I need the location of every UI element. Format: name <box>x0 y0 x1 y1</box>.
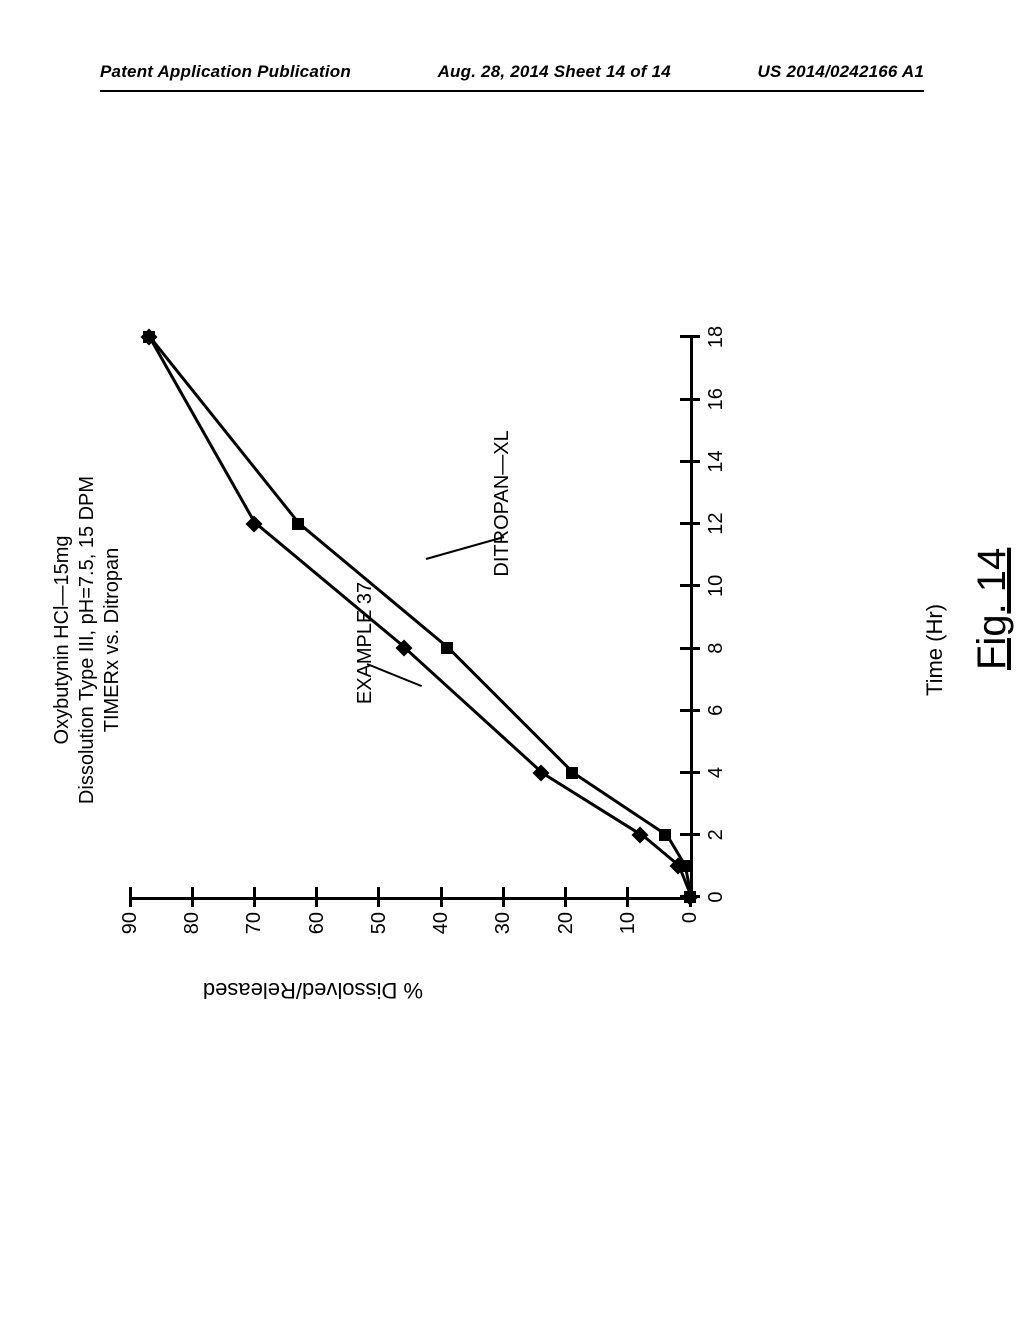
header-left: Patent Application Publication <box>100 62 351 82</box>
header-center: Aug. 28, 2014 Sheet 14 of 14 <box>438 62 671 82</box>
xtick <box>690 336 700 339</box>
square-marker-icon <box>143 331 155 343</box>
ytick-label: 90 <box>119 912 142 952</box>
xtick-label: 8 <box>705 643 728 654</box>
xtick-inner <box>680 647 690 650</box>
ytick <box>440 897 443 907</box>
xtick-label: 6 <box>705 705 728 716</box>
series-segment <box>541 771 642 836</box>
xtick <box>690 522 700 525</box>
xtick-label: 10 <box>705 575 728 597</box>
xtick-label: 2 <box>705 829 728 840</box>
ytick-inner <box>377 887 380 897</box>
xtick <box>690 709 700 712</box>
xtick <box>690 647 700 650</box>
series-segment <box>255 523 406 650</box>
ytick-label: 50 <box>368 912 391 952</box>
chart-title-2: Dissolution Type III, pH=7.5, 15 DPM <box>75 300 100 980</box>
series-segment <box>448 647 575 774</box>
xtick <box>690 833 700 836</box>
square-marker-icon <box>659 829 671 841</box>
ytick-inner <box>253 887 256 897</box>
x-axis-label: Time (Hr) <box>922 604 948 696</box>
ytick <box>626 897 629 907</box>
ytick-label: 80 <box>181 912 204 952</box>
figure-caption: Fig. 14 <box>970 548 1015 670</box>
xtick <box>690 460 700 463</box>
square-marker-icon <box>684 891 696 903</box>
ytick-inner <box>191 887 194 897</box>
xtick-label: 12 <box>705 513 728 535</box>
ytick-label: 20 <box>555 912 578 952</box>
plot-area: 0102030405060708090024681012141618EXAMPL… <box>130 337 693 900</box>
ytick <box>191 897 194 907</box>
chart-title-block: Oxybutynin HCl—15mg Dissolution Type III… <box>50 300 125 980</box>
xtick-inner <box>680 522 690 525</box>
ytick-inner <box>626 887 629 897</box>
ytick-label: 70 <box>243 912 266 952</box>
series-segment <box>149 336 301 525</box>
ytick-label: 30 <box>492 912 515 952</box>
xtick-label: 4 <box>705 767 728 778</box>
ytick <box>564 897 567 907</box>
xtick-inner <box>680 336 690 339</box>
series-segment <box>404 647 543 774</box>
xtick-inner <box>680 833 690 836</box>
page-header: Patent Application Publication Aug. 28, … <box>0 62 1024 82</box>
ytick <box>377 897 380 907</box>
ytick-label: 40 <box>430 912 453 952</box>
chart-title-1: Oxybutynin HCl—15mg <box>50 300 75 980</box>
series-segment <box>572 771 667 836</box>
chart-title-3: TIMERx vs. Ditropan <box>100 300 125 980</box>
square-marker-icon <box>292 518 304 530</box>
ytick-inner <box>440 887 443 897</box>
ytick-inner <box>129 887 132 897</box>
square-marker-icon <box>441 642 453 654</box>
ytick-label: 0 <box>679 912 702 952</box>
series-annotation: EXAMPLE 37 <box>354 582 377 704</box>
xtick-inner <box>680 460 690 463</box>
xtick-label: 16 <box>705 388 728 410</box>
series-annotation: DITROPAN—XL <box>491 430 514 576</box>
ytick-inner <box>315 887 318 897</box>
xtick <box>690 584 700 587</box>
ytick <box>315 897 318 907</box>
xtick-label: 0 <box>705 891 728 902</box>
xtick-inner <box>680 771 690 774</box>
ytick <box>253 897 256 907</box>
ytick-inner <box>502 887 505 897</box>
xtick-inner <box>680 398 690 401</box>
ytick <box>502 897 505 907</box>
y-axis-label: % Dissolved/Released <box>203 977 423 1003</box>
series-segment <box>149 336 257 524</box>
header-right: US 2014/0242166 A1 <box>758 62 925 82</box>
square-marker-icon <box>566 767 578 779</box>
dissolution-chart: Oxybutynin HCl—15mg Dissolution Type III… <box>110 300 870 980</box>
xtick <box>690 398 700 401</box>
xtick-inner <box>680 584 690 587</box>
xtick-inner <box>680 709 690 712</box>
ytick-label: 60 <box>306 912 329 952</box>
square-marker-icon <box>678 860 690 872</box>
xtick-label: 14 <box>705 450 728 472</box>
xtick <box>690 771 700 774</box>
ytick <box>129 897 132 907</box>
header-rule <box>100 90 924 92</box>
ytick-inner <box>564 887 567 897</box>
xtick-label: 18 <box>705 326 728 348</box>
ytick-label: 10 <box>617 912 640 952</box>
